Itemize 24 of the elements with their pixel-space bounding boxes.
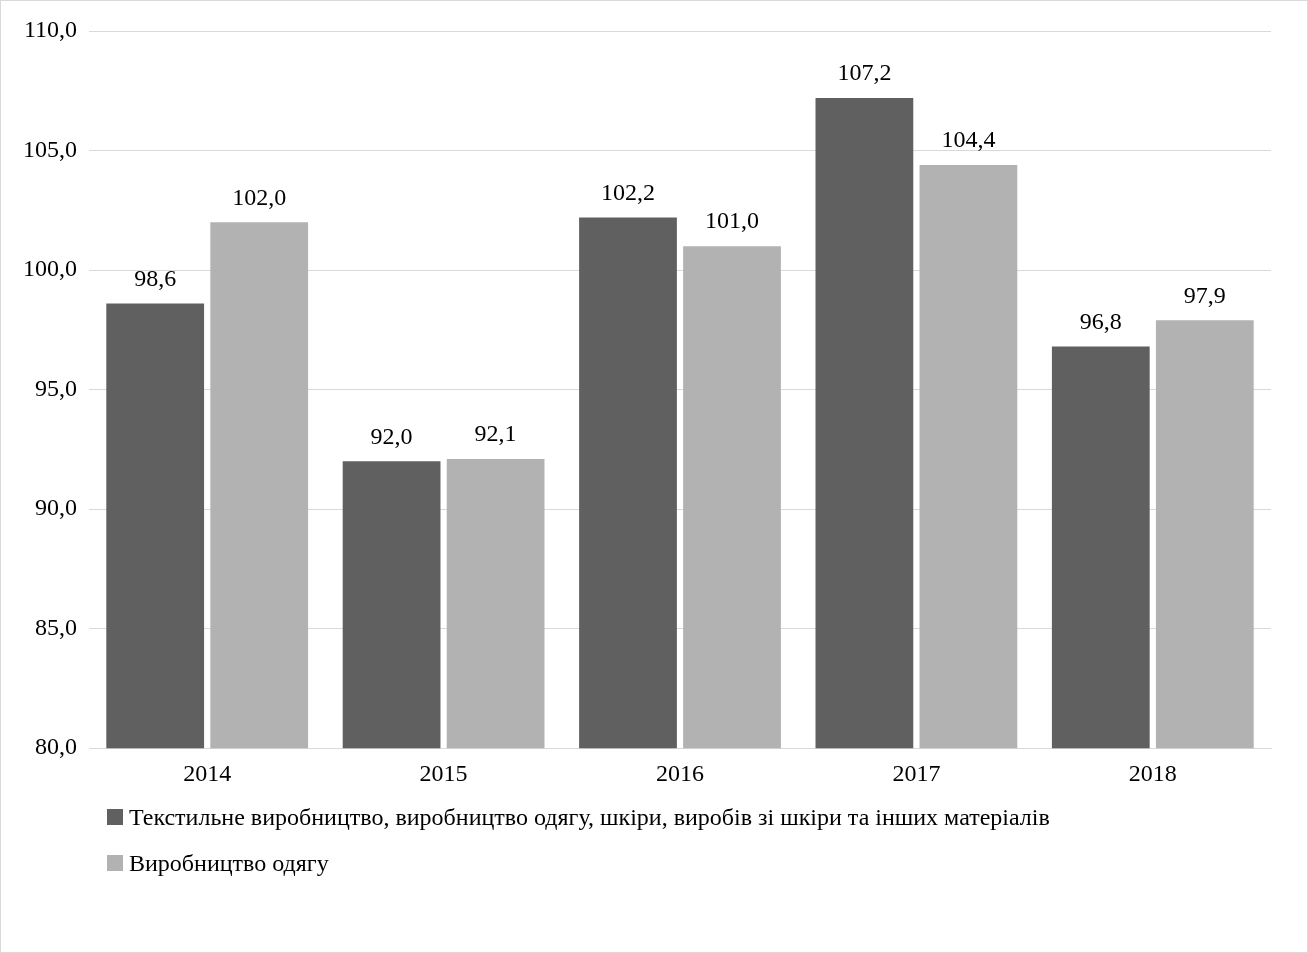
y-tick-label: 90,0 — [35, 494, 77, 521]
x-tick-label: 2015 — [419, 759, 468, 786]
legend-label: Виробництво одягу — [129, 849, 329, 878]
data-label: 102,0 — [232, 183, 287, 210]
x-tick-label: 2017 — [892, 759, 941, 786]
data-label: 92,0 — [370, 422, 413, 449]
y-tick-label: 80,0 — [35, 733, 77, 760]
data-label: 96,8 — [1079, 307, 1122, 334]
x-tick-label: 2014 — [183, 759, 232, 786]
y-tick-label: 85,0 — [35, 613, 77, 640]
data-label: 104,4 — [941, 126, 996, 153]
x-tick-label: 2018 — [1128, 759, 1177, 786]
y-tick-label: 105,0 — [23, 135, 77, 162]
data-label: 102,2 — [600, 178, 655, 205]
data-label: 107,2 — [837, 59, 892, 86]
legend-label: Текстильне виробництво, виробництво одягу, шкіри, виробів зі шкіри та інших матеріалів — [129, 803, 1050, 832]
data-label: 97,9 — [1183, 281, 1226, 308]
data-label: 92,1 — [474, 420, 517, 447]
data-label: 98,6 — [134, 264, 177, 291]
x-tick-label: 2016 — [656, 759, 704, 786]
data-label: 101,0 — [705, 207, 760, 234]
y-tick-label: 95,0 — [35, 374, 77, 401]
y-tick-label: 100,0 — [23, 255, 77, 282]
y-tick-label: 110,0 — [23, 16, 77, 43]
